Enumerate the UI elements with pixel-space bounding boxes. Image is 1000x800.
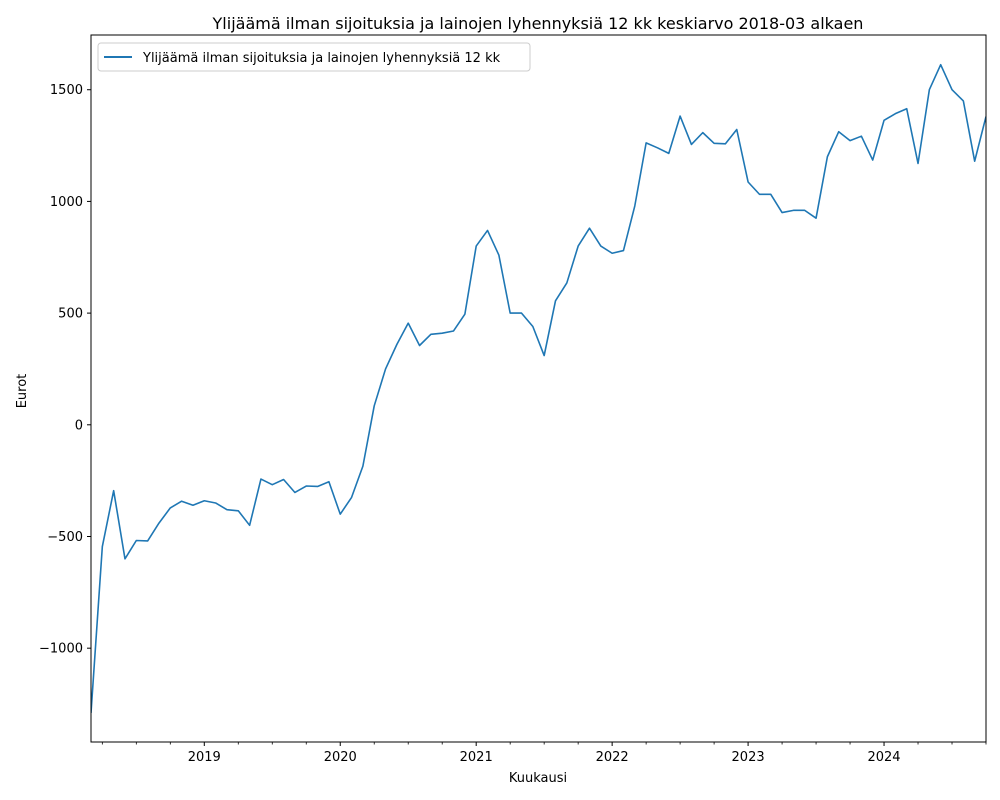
x-axis-label: Kuukausi — [509, 771, 567, 786]
plot-frame — [90, 34, 987, 743]
legend-entry-label: Ylijäämä ilman sijoituksia ja lainojen l… — [142, 51, 501, 66]
y-axis-label: Eurot — [15, 374, 30, 409]
y-axis: −1000 −500 0 500 1000 1500 — [39, 83, 91, 657]
series-layer — [91, 63, 986, 714]
chart-title: Ylijäämä ilman sijoituksia ja lainojen l… — [212, 14, 864, 33]
x-tick-label: 2021 — [460, 750, 493, 765]
y-tick-label: −1000 — [39, 642, 83, 657]
x-axis: 2019 2020 2021 2022 2023 2024 — [101, 742, 987, 765]
y-tick-label: 1000 — [50, 195, 83, 210]
y-tick-label: 500 — [58, 307, 83, 322]
legend: Ylijäämä ilman sijoituksia ja lainojen l… — [97, 42, 531, 72]
x-tick-label: 2023 — [732, 750, 765, 765]
x-tick-label: 2022 — [596, 750, 629, 765]
x-tick-label: 2020 — [324, 750, 357, 765]
plot-area — [90, 34, 987, 743]
series-line-0 — [91, 63, 986, 714]
x-tick-label: 2024 — [867, 750, 900, 765]
legend-box — [97, 42, 531, 72]
y-tick-label: 0 — [75, 418, 83, 433]
y-tick-label: 1500 — [50, 83, 83, 98]
y-tick-label: −500 — [47, 530, 83, 545]
x-tick-label: 2019 — [188, 750, 221, 765]
